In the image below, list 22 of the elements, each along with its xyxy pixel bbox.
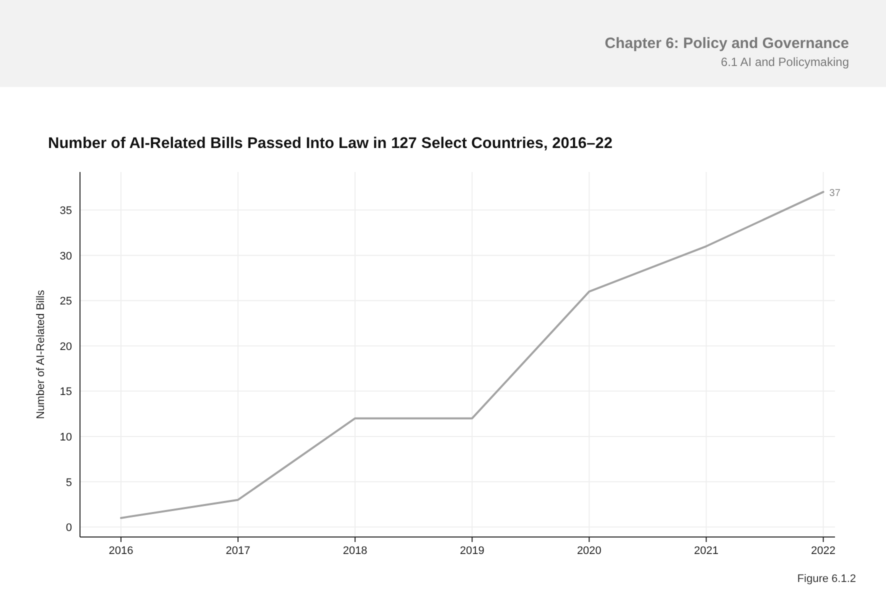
- y-tick-label: 10: [60, 431, 72, 444]
- line-series: [120, 190, 824, 519]
- chart-title: Number of AI-Related Bills Passed Into Law in 127 Select Countries, 2016–22: [48, 135, 613, 152]
- text: 6.1 AI and Policymaking: [720, 55, 849, 69]
- text: Chapter 6: Policy and Governance: [604, 35, 849, 52]
- y-tick-label: 15: [60, 386, 72, 398]
- x-tick-label: 2016: [108, 545, 134, 557]
- y-tick-label: 30: [60, 250, 72, 262]
- x-tick-label: 2018: [342, 545, 368, 557]
- y-tick-label: 35: [60, 205, 72, 218]
- data-label: 37: [829, 188, 841, 199]
- x-tick-label: 2017: [226, 545, 250, 557]
- y-tick-label: 20: [60, 340, 72, 353]
- x-tick-label: 2021: [694, 545, 718, 557]
- y-tick-label: 5: [66, 476, 72, 489]
- y-tick-label: 25: [60, 296, 72, 308]
- x-tick-label: 2022: [811, 545, 836, 557]
- x-tick-label: 2020: [576, 545, 602, 557]
- caption: Figure 6.1.2: [797, 573, 856, 585]
- y-axis-title: Number of AI-Related Bills: [35, 290, 47, 419]
- y-tick-label: 0: [66, 522, 72, 534]
- x-tick-label: 2019: [460, 545, 484, 557]
